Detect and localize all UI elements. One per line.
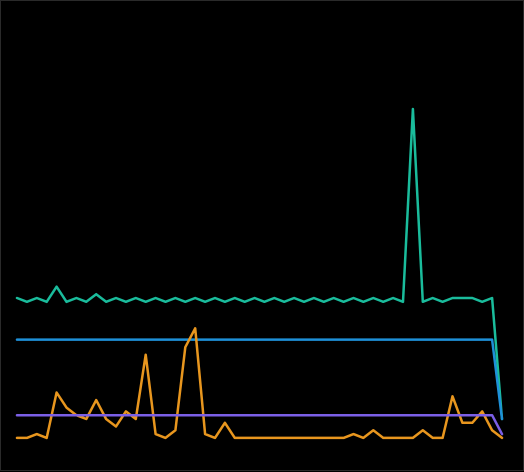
series-line-2 [15, 338, 504, 421]
series-line-4 [15, 413, 504, 436]
series-line-3 [15, 327, 504, 440]
series-line-1 [15, 107, 504, 421]
